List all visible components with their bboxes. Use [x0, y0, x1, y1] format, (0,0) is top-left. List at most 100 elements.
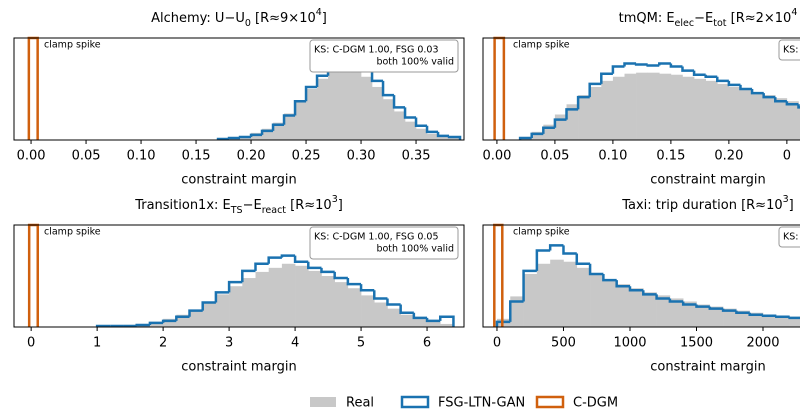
hist-step: [695, 304, 710, 308]
hist-bar: [347, 288, 362, 327]
axes-frame: [482, 37, 800, 141]
hist-step: [399, 304, 414, 314]
hist-bar: [669, 298, 684, 327]
hist-step: [750, 89, 764, 95]
spike-bar: [493, 223, 504, 327]
hist-step: [438, 315, 455, 327]
title-part: 4: [791, 7, 797, 18]
x-tick-label: 0: [27, 336, 35, 351]
hist-step: [260, 129, 274, 135]
ks-box: [778, 226, 800, 248]
x-tick-label: 0: [783, 149, 791, 164]
hist-step: [135, 323, 150, 327]
title-part: ]: [789, 198, 794, 213]
hist-bar: [636, 72, 648, 140]
hist-bar: [670, 74, 683, 140]
hist-bar: [717, 83, 730, 140]
hist-step: [785, 101, 799, 106]
hist-step: [201, 301, 216, 311]
title-part: −E: [694, 11, 713, 26]
hist-bar: [284, 113, 296, 140]
hist-bar: [543, 124, 556, 140]
hist-bar: [616, 284, 631, 327]
x-tick-label: 0.20: [714, 149, 743, 164]
x-tick-label: 0.00: [482, 149, 511, 164]
hist-bar: [643, 292, 657, 327]
ks-note: KS: C: [783, 232, 800, 243]
hist-step: [436, 131, 450, 138]
hist-step: [214, 291, 230, 303]
hist-bar: [383, 99, 395, 140]
spike-bar: [27, 36, 39, 140]
axes-frame: [13, 224, 465, 328]
hist-step: [655, 294, 670, 300]
hist-bar: [262, 128, 274, 140]
hist-step: [254, 262, 269, 271]
hist-step: [161, 319, 177, 323]
hist-step: [412, 312, 428, 320]
hist-step: [304, 85, 318, 102]
hist-bar: [775, 98, 788, 140]
hist-step: [704, 74, 718, 79]
hist-bar: [563, 261, 578, 327]
chart-title: Alchemy: U−U0 [R≈9×104]: [151, 7, 327, 29]
hist-bar: [590, 273, 604, 327]
hist-step: [509, 300, 524, 322]
hist-step: [576, 95, 590, 110]
hist-bar: [361, 76, 373, 140]
hist-step: [611, 65, 625, 74]
chart-title: Transition1x: ETS−Ereact [R≈103]: [134, 194, 343, 216]
title-part: [R≈9×10: [251, 11, 316, 26]
hist-step: [761, 314, 777, 318]
x-tick-label: 0.35: [402, 149, 431, 164]
hist-step: [530, 132, 544, 138]
hist-bar: [603, 280, 617, 327]
hist-bar: [550, 259, 564, 327]
hist-bar: [536, 263, 551, 327]
legend-label: Real: [346, 396, 374, 411]
title-part: 4: [316, 7, 322, 18]
hist-step: [333, 271, 348, 280]
x-tick-label: 3: [225, 336, 233, 351]
hist-bar: [372, 86, 384, 140]
hist-step: [646, 64, 660, 67]
annotation: clamp spike: [44, 227, 101, 238]
hist-bar: [321, 276, 335, 327]
hist-bar: [149, 321, 164, 327]
hist-bar: [589, 86, 602, 140]
x-tick-label: 0.05: [72, 149, 101, 164]
hist-step: [669, 63, 683, 68]
x-tick-label: 0.25: [292, 149, 321, 164]
hist-step: [788, 316, 800, 320]
hist-bar: [427, 133, 439, 140]
hist-step: [727, 80, 741, 87]
hist-step: [775, 315, 790, 319]
x-tick-label: 0.15: [656, 149, 685, 164]
hist-step: [249, 133, 263, 137]
hist-step: [634, 63, 648, 66]
title-part: −E: [243, 198, 262, 213]
annotation: clamp spike: [44, 40, 101, 51]
hist-bar: [696, 304, 711, 327]
hist-bar: [387, 308, 401, 327]
ks-box: [309, 226, 459, 260]
title-part: [R≈2×10: [726, 11, 791, 26]
title-part: Taxi: trip duration [R≈10: [621, 198, 782, 213]
hist-step: [188, 309, 203, 317]
title-part: 0: [245, 18, 251, 29]
hist-step: [282, 114, 296, 125]
hist-step: [615, 280, 630, 288]
hist-bar: [736, 310, 751, 327]
hist-bar: [394, 111, 406, 140]
hist-bar: [523, 273, 538, 327]
hist-step: [721, 308, 737, 312]
ks-box: [778, 39, 800, 61]
hist-step: [518, 136, 532, 140]
hist-step: [600, 72, 613, 84]
hist-bar: [694, 78, 706, 140]
chart-title: Taxi: trip duration [R≈103]: [621, 194, 794, 213]
hist-bar: [251, 132, 263, 140]
hist-bar: [763, 95, 776, 140]
hist-bar: [740, 89, 753, 140]
hist-step: [588, 263, 604, 276]
